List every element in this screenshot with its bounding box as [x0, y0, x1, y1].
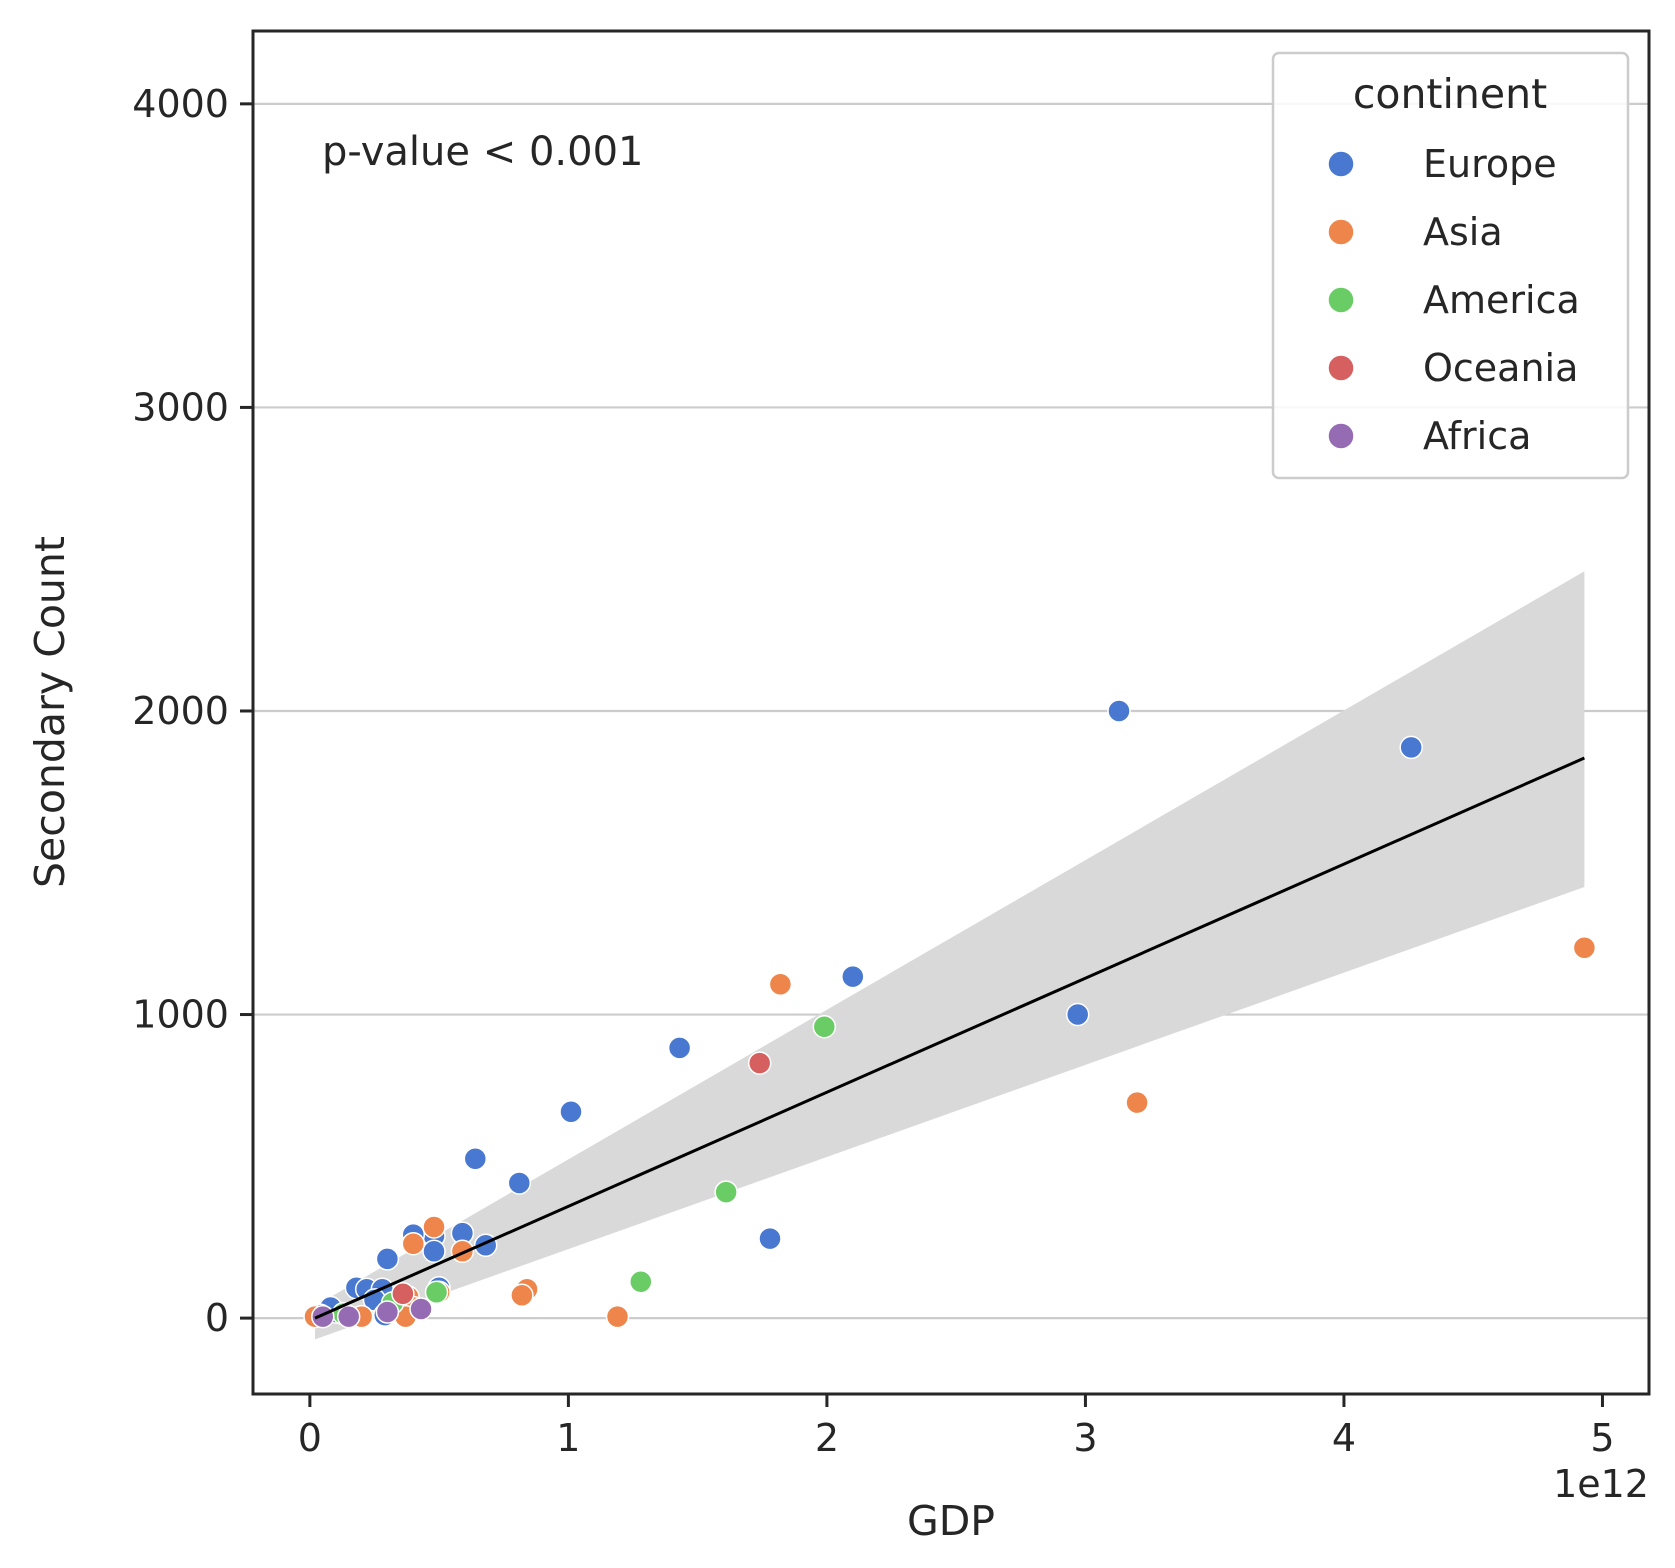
x-offset-label: 1e12 — [1553, 1462, 1649, 1506]
regression-line — [314, 756, 1585, 1320]
p-value-annotation: p-value < 0.001 — [322, 129, 643, 175]
x-tick-label: 1 — [556, 1416, 580, 1460]
ci-band-polygon — [315, 571, 1585, 1340]
point-africa — [375, 1300, 400, 1324]
legend-marker-europe — [1327, 150, 1355, 178]
legend-label-europe: Europe — [1423, 142, 1557, 186]
plot-frame — [251, 29, 1651, 1396]
point-africa — [409, 1297, 433, 1321]
point-asia — [422, 1215, 446, 1239]
point-europe — [463, 1146, 488, 1171]
point-asia — [510, 1283, 534, 1308]
legend-label-asia: Asia — [1423, 210, 1503, 254]
y-axis-title: Secondary Count — [26, 536, 74, 888]
point-oceania — [391, 1282, 415, 1306]
legend-marker-oceania — [1327, 354, 1355, 382]
point-europe — [667, 1036, 692, 1060]
legend-marker-africa — [1327, 422, 1355, 450]
point-europe — [1065, 1002, 1090, 1027]
legend-title: continent — [1353, 70, 1547, 118]
y-tick-label: 3000 — [132, 385, 229, 429]
point-europe — [758, 1226, 782, 1251]
regression-line-group — [314, 756, 1585, 1320]
point-america — [812, 1014, 837, 1039]
point-asia — [401, 1231, 426, 1256]
x-tick-label: 4 — [1332, 1416, 1356, 1460]
point-africa — [336, 1304, 361, 1329]
y-tick-label: 2000 — [132, 689, 229, 733]
legend-label-oceania: Oceania — [1423, 346, 1578, 390]
x-tick-label: 3 — [1073, 1416, 1097, 1460]
y-tick-label: 1000 — [132, 993, 229, 1037]
point-europe — [841, 964, 865, 989]
legend-marker-asia — [1327, 218, 1355, 246]
point-europe — [1399, 735, 1423, 760]
point-europe — [422, 1239, 446, 1264]
legend-marker-america — [1327, 286, 1355, 314]
point-asia — [1572, 936, 1597, 960]
point-america — [424, 1280, 449, 1305]
x-tick-label: 2 — [815, 1416, 839, 1460]
legend-label-america: America — [1423, 278, 1580, 322]
y-tick-label: 0 — [205, 1296, 229, 1340]
axis-ticks: 0 1 2 3 4 5 0 1000 2000 3000 4000 — [132, 82, 1614, 1460]
x-axis-title: GDP — [907, 1497, 995, 1545]
point-asia — [768, 972, 793, 996]
point-america — [629, 1269, 653, 1294]
point-america — [714, 1180, 738, 1204]
legend: continent Europe Asia America Oceania Africa — [1271, 51, 1630, 480]
point-asia — [1125, 1090, 1149, 1115]
point-oceania — [747, 1051, 772, 1075]
x-tick-label: 5 — [1590, 1416, 1614, 1460]
point-asia — [605, 1304, 630, 1329]
confidence-band — [315, 571, 1585, 1340]
x-tick-label: 0 — [298, 1416, 322, 1460]
legend-entries: Europe Asia America Oceania Africa — [1327, 142, 1580, 458]
legend-box — [1271, 51, 1630, 480]
point-europe — [507, 1171, 532, 1195]
point-europe — [559, 1099, 583, 1124]
point-europe — [375, 1247, 400, 1271]
point-europe — [1107, 699, 1131, 723]
y-tick-label: 4000 — [132, 82, 229, 126]
legend-label-africa: Africa — [1423, 414, 1531, 458]
